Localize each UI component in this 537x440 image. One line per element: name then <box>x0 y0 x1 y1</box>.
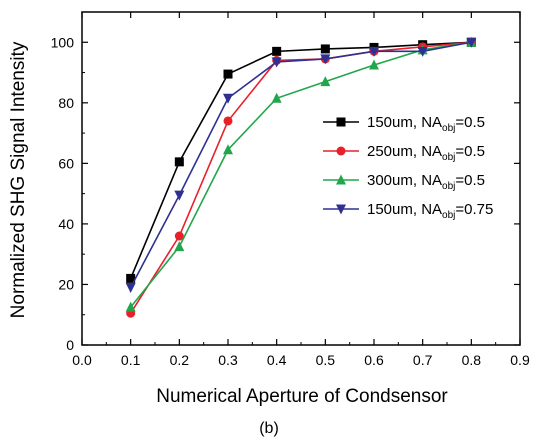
data-point <box>466 37 477 48</box>
data-point <box>320 44 330 54</box>
x-tick-label: 0.7 <box>413 352 433 368</box>
x-tick-label: 0.8 <box>462 352 482 368</box>
legend-item: 250um, NAobj=0.5 <box>323 143 485 163</box>
data-point <box>223 116 233 126</box>
legend-item: 300um, NAobj=0.5 <box>323 172 485 192</box>
data-point <box>125 301 136 312</box>
x-axis-ticks: 0.0 0.1 0.2 0.3 0.4 0.5 0.6 0.7 0.8 0.9 <box>72 12 530 368</box>
x-tick-label: 0.5 <box>316 352 336 368</box>
series-line <box>129 41 472 279</box>
legend-marker <box>336 204 346 215</box>
figure-caption: (b) <box>259 420 279 437</box>
plot-area <box>81 11 521 346</box>
series-layer <box>125 36 477 318</box>
x-axis-title: Numerical Aperture of Condsensor <box>156 386 448 407</box>
data-point <box>223 144 233 155</box>
legend-item: 150um, NAobj=0.5 <box>323 114 485 134</box>
series-line <box>129 41 472 288</box>
data-point <box>369 59 379 70</box>
y-axis-title: Normalized SHG Signal Intensity <box>8 41 29 318</box>
data-point <box>271 92 282 103</box>
legend-label: 250um, NAobj=0.5 <box>367 143 485 163</box>
x-tick-label: 0.0 <box>72 352 92 368</box>
data-point <box>174 157 184 167</box>
x-tick-label: 0.9 <box>510 352 530 368</box>
legend: 150um, NAobj=0.5 250um, NAobj=0.5 300um, N… <box>323 114 493 221</box>
data-point <box>174 231 184 241</box>
x-tick-label: 0.3 <box>218 352 238 368</box>
legend-marker <box>336 174 346 185</box>
series-line <box>130 41 472 308</box>
y-tick-label: 60 <box>58 155 74 171</box>
y-axis-ticks: 0 20 40 60 80 100 <box>51 34 520 353</box>
plot-frame <box>81 11 521 346</box>
data-point <box>417 46 428 57</box>
y-tick-label: 40 <box>58 216 74 232</box>
legend-label: 300um, NAobj=0.5 <box>367 172 485 192</box>
data-point <box>126 273 136 283</box>
legend-marker <box>336 146 346 156</box>
x-tick-label: 0.4 <box>267 352 287 368</box>
data-point <box>272 46 282 56</box>
data-point <box>320 76 331 87</box>
legend-label: 150um, NAobj=0.5 <box>367 114 485 134</box>
legend-label: 150um, NAobj=0.75 <box>367 201 493 221</box>
data-point <box>223 69 233 79</box>
data-point <box>174 190 185 201</box>
x-tick-label: 0.2 <box>170 352 190 368</box>
y-tick-label: 100 <box>51 34 75 50</box>
data-point <box>125 282 136 293</box>
x-tick-label: 0.1 <box>121 352 141 368</box>
data-point <box>174 241 185 252</box>
y-tick-label: 20 <box>58 276 74 292</box>
data-point <box>271 57 282 68</box>
y-tick-label: 80 <box>58 95 74 111</box>
x-tick-label: 0.6 <box>364 352 384 368</box>
data-point <box>223 93 233 104</box>
data-point <box>369 46 379 57</box>
legend-marker <box>336 117 346 127</box>
series-4 <box>125 37 477 293</box>
legend-item: 150um, NAobj=0.75 <box>323 201 493 221</box>
y-tick-label: 0 <box>66 337 74 353</box>
data-point <box>320 54 331 65</box>
